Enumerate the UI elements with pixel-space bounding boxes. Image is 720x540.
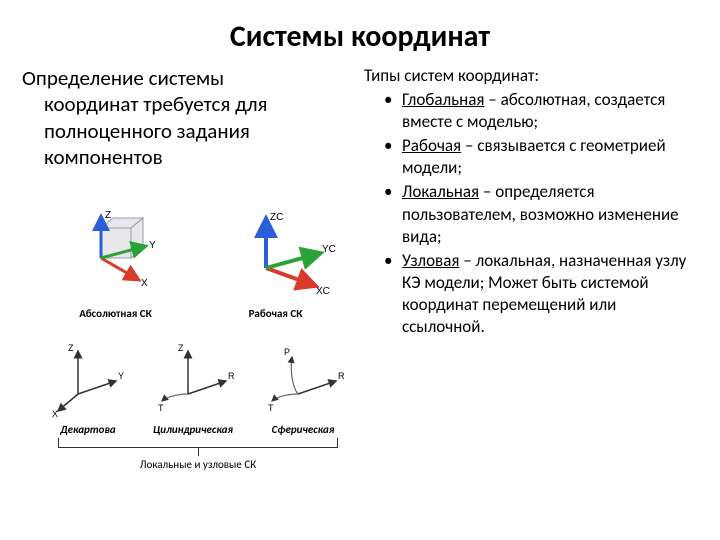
intro-line1: Определение системы <box>22 65 224 91</box>
t-lbl: T <box>268 403 274 413</box>
list-item: Локальная – определяется пользователем, … <box>386 181 702 247</box>
yc-label: YC <box>322 244 336 255</box>
spherical-cs: P R T Сферическая <box>258 339 348 436</box>
cylindrical-svg: Z R T <box>148 339 238 419</box>
cartesian-svg: Z X Y <box>48 339 128 419</box>
spherical-svg: P R T <box>258 339 348 419</box>
list-item: Узловая – локальная, назначенная узлу КЭ… <box>386 250 702 338</box>
x-label: X <box>141 278 148 289</box>
cylindrical-cs: Z R T Цилиндрическая <box>148 339 238 436</box>
x-lbl: X <box>52 409 58 419</box>
list-item: Глобальная – абсолютная, создается вмест… <box>386 89 702 133</box>
t-lbl: T <box>158 403 164 413</box>
diagram-row-1: Z X Y Абсолютная СК ZC XC YC Рабочая СК <box>38 200 358 320</box>
spherical-label: Сферическая <box>272 423 335 436</box>
intro-text: Определение системы координат требуется … <box>18 65 352 170</box>
types-list: Глобальная – абсолютная, создается вмест… <box>364 89 702 338</box>
term: Локальная <box>402 181 479 202</box>
r-lbl: R <box>338 371 345 381</box>
y-lbl: Y <box>118 371 124 381</box>
bracket-label: Локальные и узловые СК <box>38 458 358 471</box>
term: Глобальная <box>402 89 484 110</box>
cylindrical-label: Цилиндрическая <box>153 423 233 436</box>
working-cs: ZC XC YC Рабочая СК <box>216 208 336 320</box>
bracket-line <box>58 438 338 448</box>
absolute-cs: Z X Y Абсолютная СК <box>61 208 171 320</box>
diagram-row-2: Z X Y Декартова Z R T Цилиндрическая <box>38 326 358 436</box>
r-lbl: R <box>228 371 235 381</box>
page-title: Системы координат <box>0 0 720 65</box>
right-column: Типы систем координат: Глобальная – абсо… <box>360 65 702 340</box>
bracket: Локальные и узловые СК <box>38 438 358 468</box>
cartesian-cs: Z X Y Декартова <box>48 339 128 436</box>
term: Узловая <box>402 250 459 271</box>
xc-label: XC <box>316 286 330 297</box>
bracket-stem <box>198 448 199 456</box>
term: Рабочая <box>402 135 461 156</box>
diagram-area: Z X Y Абсолютная СК ZC XC YC Рабочая СК <box>38 200 358 468</box>
intro-rest: координат требуется для полноценного зад… <box>22 91 352 170</box>
working-label: Рабочая СК <box>249 307 303 320</box>
cartesian-label: Декартова <box>60 423 115 436</box>
zc-label: ZC <box>270 212 283 223</box>
absolute-label: Абсолютная СК <box>79 307 152 320</box>
list-item: Рабочая – связывается с геометрией модел… <box>386 135 702 179</box>
p-lbl: P <box>284 347 290 357</box>
z-label: Z <box>105 210 111 221</box>
types-header: Типы систем координат: <box>364 65 702 87</box>
z-lbl: Z <box>68 343 74 353</box>
working-cs-svg: ZC XC YC <box>216 208 336 303</box>
z-lbl: Z <box>178 343 184 353</box>
y-label: Y <box>149 240 156 251</box>
absolute-cs-svg: Z X Y <box>61 208 171 303</box>
